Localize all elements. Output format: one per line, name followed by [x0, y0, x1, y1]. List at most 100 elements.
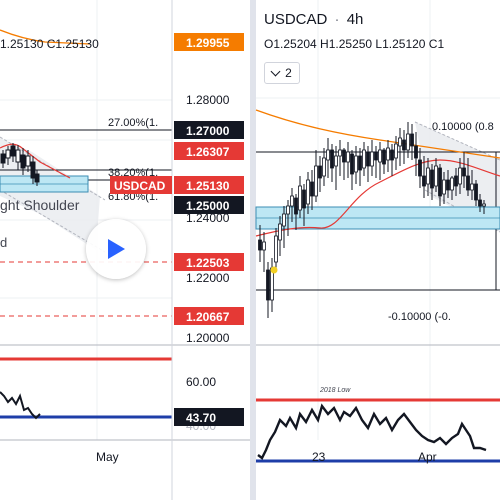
right-candle-body: [430, 169, 434, 189]
left-orange-ma: [0, 29, 91, 45]
right-candle-body: [346, 151, 350, 163]
indicator-count: 2: [285, 66, 292, 80]
right-candle-body: [282, 213, 286, 227]
right-candle-body: [466, 175, 470, 191]
right-candle-body: [374, 151, 378, 161]
right-candle-body: [478, 199, 482, 207]
right-red-ma: [255, 159, 500, 237]
right-candle-body: [370, 151, 374, 167]
right-candle-body: [442, 179, 446, 195]
left-candle: [5, 149, 11, 159]
right-candle-body: [450, 177, 454, 191]
price-tag-127000: 1.27000: [174, 121, 244, 139]
right-candle-body: [426, 167, 430, 185]
right-candle-body: [366, 151, 370, 167]
right-fib-label-bottom: -0.10000 (-0.: [388, 311, 451, 323]
right-candles: [258, 122, 486, 318]
right-candle-body: [286, 205, 290, 215]
right-candle-body: [322, 157, 326, 177]
right-candle-body: [350, 153, 354, 175]
right-candle-body: [302, 189, 306, 209]
right-candle-body: [386, 147, 390, 161]
right-candle-body: [458, 167, 462, 185]
right-candle-body: [306, 179, 310, 205]
left-candle: [0, 153, 6, 164]
left-indicator-tick: 60.00: [186, 375, 216, 389]
left-annotation-d: d: [0, 235, 7, 250]
left-candle: [30, 161, 36, 179]
right-orange-ma: [255, 109, 500, 159]
right-ohlc-readout: O1.25204 H1.25250 L1.25120 C1: [264, 37, 445, 51]
video-play-button[interactable]: [86, 219, 146, 279]
indicator-collapse-button[interactable]: 2: [264, 62, 300, 84]
price-tag-129955: 1.29955: [174, 33, 244, 51]
right-candle-body: [298, 185, 302, 211]
right-candle-body: [390, 149, 394, 161]
right-candle-body: [278, 223, 282, 241]
price-tag-label: 1.20667: [186, 310, 230, 324]
right-candle-body: [338, 149, 342, 157]
pane-separator[interactable]: [250, 0, 256, 500]
right-candle-body: [454, 175, 458, 187]
interval-label[interactable]: 4h: [346, 11, 364, 28]
price-tag-label: 1.25130: [186, 179, 230, 193]
right-fib-label-top: 0.10000 (0.8: [432, 121, 494, 133]
right-candle-body: [290, 195, 294, 207]
left-candle: [20, 154, 26, 169]
indicator-value-tag: [174, 408, 244, 426]
right-candle-body: [274, 235, 278, 263]
right-candle-body: [470, 183, 474, 191]
right-candle-body: [422, 175, 426, 187]
price-tag-bg: [174, 121, 244, 139]
left-indicator-line: [0, 391, 41, 420]
price-tag-label: 1.22503: [186, 256, 230, 270]
left-fib-label-27: 27.00%(1.: [108, 117, 158, 129]
right-candle-body: [318, 165, 322, 179]
left-candles: [0, 143, 40, 186]
price-tag-bg: [174, 253, 244, 271]
right-candle-body: [334, 155, 338, 167]
price-tag-usdcad: USDCAD 1.25130: [110, 176, 244, 194]
symbol-tag-label: USDCAD: [114, 179, 166, 193]
chevron-down-icon: [270, 66, 281, 77]
symbol-tag-bg: [110, 176, 172, 194]
right-event-marker[interactable]: [270, 266, 278, 274]
right-candle-body: [406, 133, 410, 151]
right-candle-body: [446, 179, 450, 191]
symbol-title: USDCAD · 4h: [264, 11, 363, 28]
price-tag-bg: [174, 142, 244, 160]
right-candle-body: [402, 139, 406, 151]
price-tag-bg: [174, 307, 244, 325]
right-candle-body: [418, 159, 422, 177]
right-candle-body: [258, 239, 262, 251]
title-separator: ·: [334, 11, 340, 28]
price-tag-label: 1.29955: [186, 36, 230, 50]
indicator-value-label: 43.70: [186, 411, 216, 425]
right-candle-body: [314, 165, 318, 197]
right-candle-body: [482, 203, 486, 207]
price-tag-122503: 1.22503: [174, 253, 244, 271]
right-x-label-apr: Apr: [418, 450, 437, 464]
right-candle-body: [266, 269, 270, 301]
price-tag-bg: [174, 176, 244, 194]
right-candle-body: [398, 137, 402, 147]
right-candle-body: [310, 181, 314, 197]
right-candle-body: [462, 167, 466, 177]
left-red-ma: [0, 143, 71, 179]
right-x-label-23: 23: [312, 450, 326, 464]
right-candle-body: [378, 149, 382, 163]
left-candle: [15, 149, 21, 163]
right-indicator-line: [257, 403, 487, 460]
right-candle-body: [474, 183, 478, 201]
symbol-name[interactable]: USDCAD: [264, 11, 328, 28]
left-x-label-may: May: [96, 450, 119, 464]
right-candle-body: [438, 167, 442, 197]
left-ohlc-readout: 1.25130 C1.25130: [0, 37, 99, 51]
right-candle-body: [330, 149, 334, 169]
left-y-tick: 1.20000: [186, 331, 230, 345]
price-tag-bg: [174, 196, 244, 214]
right-candle-body: [410, 133, 414, 147]
left-candle: [10, 145, 16, 157]
right-chart-pane: 0.10000 (0.8 -0.10000 (-0. 2018 Low 23 A…: [255, 0, 500, 464]
